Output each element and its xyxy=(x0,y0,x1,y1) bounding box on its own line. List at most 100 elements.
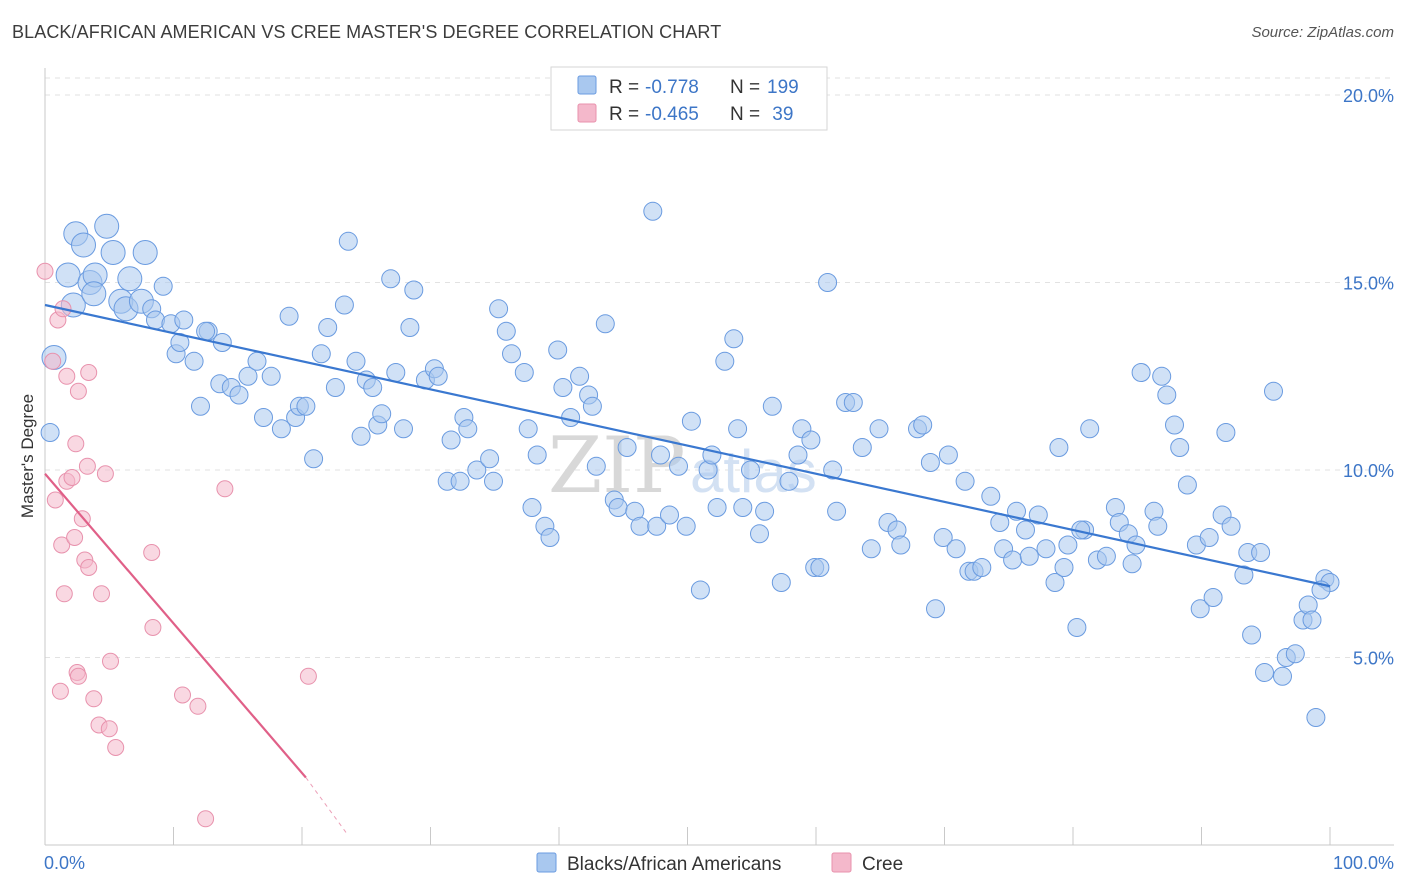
point-cree-28 xyxy=(143,544,161,561)
point-blacks-70 xyxy=(502,344,521,364)
point-blacks-120 xyxy=(843,393,863,412)
point-blacks-110 xyxy=(779,471,799,491)
legend-swatch-cree xyxy=(577,103,597,123)
point-cree-25 xyxy=(100,720,118,738)
point-blacks-54 xyxy=(394,419,413,439)
point-blacks-30 xyxy=(229,385,249,405)
point-blacks-47 xyxy=(351,426,371,446)
point-cree-33 xyxy=(216,480,234,498)
point-blacks-143 xyxy=(1016,520,1035,540)
point-blacks-104 xyxy=(733,498,753,517)
point-blacks-31 xyxy=(238,366,258,386)
point-blacks-18 xyxy=(153,276,173,296)
point-blacks-103 xyxy=(728,419,748,439)
point-blacks-144 xyxy=(1019,546,1039,566)
point-blacks-145 xyxy=(1028,505,1048,525)
point-cree-29 xyxy=(144,619,162,636)
point-cree-11 xyxy=(78,457,96,475)
point-cree-31 xyxy=(189,697,207,715)
point-blacks-113 xyxy=(801,430,821,450)
point-blacks-175 xyxy=(1216,423,1236,442)
y-tick-label-3: 20.0% xyxy=(1343,86,1394,106)
point-blacks-64 xyxy=(458,419,478,439)
trend-line-cree xyxy=(44,473,307,779)
point-blacks-68 xyxy=(489,299,509,319)
point-blacks-126 xyxy=(891,535,911,555)
point-blacks-56 xyxy=(404,280,424,300)
point-blacks-67 xyxy=(484,471,503,491)
y-tick-label-2: 15.0% xyxy=(1343,274,1394,294)
y-tick-labels: 5.0% 10.0% 15.0% 20.0% xyxy=(1343,86,1394,669)
point-blacks-130 xyxy=(926,599,945,619)
point-cree-30 xyxy=(174,686,191,704)
point-blacks-35 xyxy=(271,419,291,439)
point-blacks-165 xyxy=(1152,366,1172,386)
point-blacks-40 xyxy=(304,449,324,469)
point-blacks-89 xyxy=(630,516,650,536)
point-blacks-121 xyxy=(852,438,872,457)
point-blacks-182 xyxy=(1264,381,1283,401)
point-blacks-73 xyxy=(522,498,542,517)
point-blacks-1 xyxy=(40,423,60,442)
x-tick-label-min: 0.0% xyxy=(44,853,85,873)
point-blacks-171 xyxy=(1190,599,1210,619)
point-blacks-109 xyxy=(771,573,791,592)
point-blacks-118 xyxy=(827,501,847,521)
source-credit: Source: ZipAtlas.com xyxy=(1251,24,1394,41)
data-points xyxy=(36,201,1340,828)
point-blacks-61 xyxy=(441,430,461,450)
point-blacks-132 xyxy=(938,445,958,465)
trend-lines xyxy=(44,303,1331,835)
point-blacks-148 xyxy=(1049,438,1069,457)
point-blacks-65 xyxy=(467,460,487,480)
point-blacks-96 xyxy=(681,411,701,431)
point-blacks-69 xyxy=(496,321,516,341)
point-blacks-79 xyxy=(561,408,581,427)
point-cree-34 xyxy=(299,667,317,685)
point-blacks-137 xyxy=(972,558,992,577)
point-blacks-146 xyxy=(1036,539,1056,559)
point-blacks-162 xyxy=(1131,363,1151,382)
point-blacks-105 xyxy=(741,460,760,480)
legend-r-label-blacks: R = xyxy=(609,77,644,98)
point-blacks-111 xyxy=(788,445,808,465)
point-blacks-93 xyxy=(660,505,679,525)
point-cree-19 xyxy=(93,585,110,603)
point-blacks-95 xyxy=(676,516,696,536)
point-blacks-179 xyxy=(1242,625,1262,645)
point-blacks-53 xyxy=(386,363,406,382)
point-blacks-5 xyxy=(71,232,96,258)
point-cree-18 xyxy=(55,585,73,603)
point-blacks-51 xyxy=(372,404,392,424)
bottom-legend-label-cree: Cree xyxy=(862,854,903,875)
bottom-legend-swatch-cree xyxy=(831,852,852,873)
point-cree-26 xyxy=(102,652,119,670)
point-blacks-84 xyxy=(595,314,615,334)
point-blacks-128 xyxy=(913,415,933,435)
x-tick-label-max: 100.0% xyxy=(1333,853,1394,873)
point-blacks-76 xyxy=(540,528,560,547)
point-blacks-166 xyxy=(1157,385,1177,405)
point-cree-0 xyxy=(36,262,54,280)
bottom-legend-label-blacks: Blacks/African Americans xyxy=(567,854,781,875)
point-blacks-41 xyxy=(311,344,331,364)
point-blacks-82 xyxy=(582,396,602,416)
point-blacks-86 xyxy=(608,498,628,517)
y-axis-label: Master's Degree xyxy=(18,394,37,518)
legend-n-label-blacks: N = xyxy=(730,77,765,98)
chart-title: BLACK/AFRICAN AMERICAN VS CREE MASTER'S … xyxy=(12,22,722,42)
point-blacks-115 xyxy=(810,558,830,577)
point-blacks-49 xyxy=(363,378,383,397)
point-blacks-74 xyxy=(527,445,547,465)
point-cree-27 xyxy=(107,739,125,756)
legend: R = -0.778 N = 199 R = -0.465 N = 39 xyxy=(550,66,828,131)
point-blacks-172 xyxy=(1199,528,1219,547)
point-blacks-123 xyxy=(869,419,889,439)
point-blacks-39 xyxy=(296,396,316,416)
point-blacks-141 xyxy=(1003,550,1023,570)
point-blacks-90 xyxy=(643,201,663,221)
legend-r-value-cree: -0.465 xyxy=(645,104,699,125)
legend-n-label-cree: N = xyxy=(730,104,765,125)
point-blacks-181 xyxy=(1255,663,1274,682)
legend-frame xyxy=(550,66,828,131)
